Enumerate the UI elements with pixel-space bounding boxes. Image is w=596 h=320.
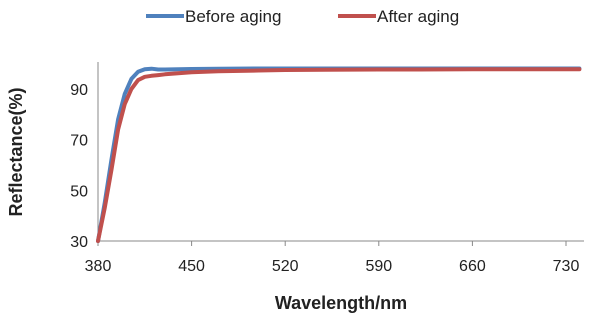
y-tick-label: 90 [70,82,88,99]
x-axis-title: Wavelength/nm [275,293,407,313]
y-tick-label: 70 [70,133,88,150]
y-tick-label: 50 [70,183,88,200]
x-tick-label: 380 [85,258,112,275]
legend-label-after-aging: After aging [377,7,459,26]
legend-label-before-aging: Before aging [185,7,281,26]
y-tick-labels: 30 50 70 90 [70,82,88,251]
x-tick-label: 590 [365,258,392,275]
x-tick-label: 450 [178,258,205,275]
y-tick-label: 30 [70,234,88,251]
x-tick-label: 520 [272,258,299,275]
x-tick-label: 660 [459,258,486,275]
series-lines [96,66,582,243]
x-tick-label: 730 [553,258,580,275]
y-axis-title: Reflectance(%) [6,87,26,216]
series-line-after-aging [96,67,582,243]
series-line-before-aging [96,66,582,243]
legend: Before aging After aging [146,7,459,26]
x-tick-labels: 380 450 520 590 660 730 [85,241,580,275]
